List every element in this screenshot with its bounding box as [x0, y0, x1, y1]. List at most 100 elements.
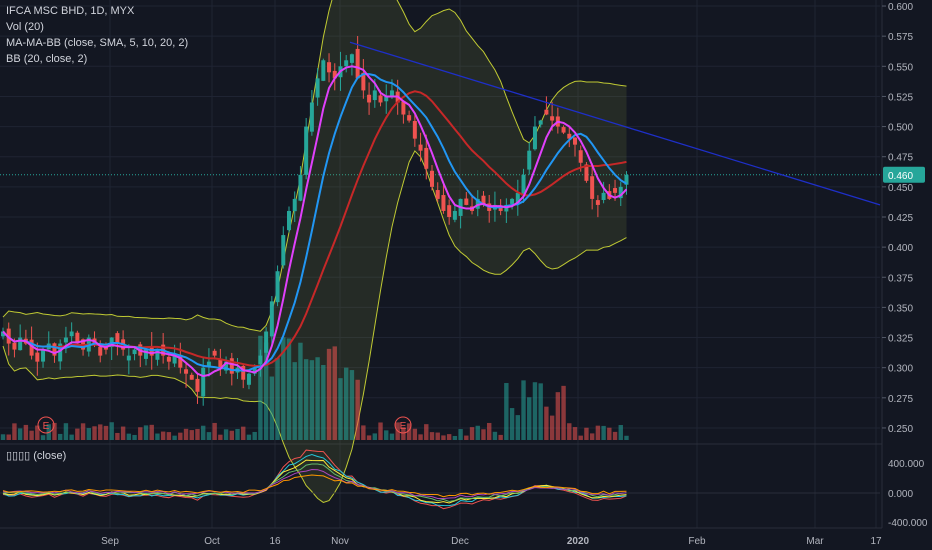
volume-bar	[201, 425, 206, 440]
osc-tick-label: 0.000	[888, 489, 913, 500]
volume-bar	[115, 432, 120, 440]
candle-body	[613, 188, 618, 193]
volume-bar	[418, 434, 423, 440]
candle-body	[521, 174, 526, 196]
volume-bar	[149, 424, 154, 440]
candle-body	[115, 333, 120, 344]
candle-body	[298, 174, 303, 201]
y-tick-label: 0.250	[888, 424, 913, 435]
volume-bar	[624, 435, 629, 440]
volume-bar	[475, 425, 480, 440]
x-tick-label: Nov	[331, 536, 349, 547]
y-tick-label: 0.450	[888, 183, 913, 194]
volume-bar	[29, 430, 34, 440]
indicator-volume[interactable]: Vol (20)	[6, 21, 44, 33]
candle-body	[321, 60, 326, 81]
candle-body	[567, 133, 572, 139]
volume-bar	[344, 367, 349, 440]
volume-bar	[206, 432, 212, 440]
volume-bar	[492, 431, 498, 440]
oscillator-pane	[0, 449, 880, 510]
bollinger-bands	[2, 0, 627, 503]
volume-bar	[303, 359, 309, 440]
candle-body	[527, 150, 532, 170]
candle-body	[435, 190, 440, 199]
candle-body	[287, 210, 291, 231]
volume-bar	[143, 425, 149, 440]
volume-bar	[246, 434, 252, 440]
candle-body	[424, 147, 429, 169]
volume-bar	[52, 422, 57, 440]
candle-body	[18, 337, 23, 351]
indicator-ma-ma-bb[interactable]: MA-MA-BB (close, SMA, 5, 10, 20, 2)	[6, 37, 189, 49]
volume-bar	[40, 435, 46, 440]
volume-bar	[406, 423, 412, 440]
volume-bar	[384, 430, 389, 440]
candle-body	[412, 120, 417, 139]
volume-bar	[544, 406, 549, 440]
candle-body	[206, 361, 211, 366]
candle-body	[447, 205, 452, 217]
candle-body	[166, 356, 171, 362]
volume-bar	[589, 433, 595, 440]
candle-body	[538, 120, 543, 125]
volume-bar	[286, 338, 292, 440]
volume-bar	[538, 383, 543, 440]
volume-bar	[578, 435, 583, 440]
x-tick-label: Feb	[688, 536, 706, 547]
osc-tick-label: -400.000	[888, 518, 928, 529]
volume-bar	[509, 408, 515, 440]
trendline-line	[349, 41, 881, 206]
axes: 0.600 0.575 0.550 0.525 0.500 0.475 0.450 0.425…	[101, 0, 932, 550]
volume-bar	[92, 426, 97, 440]
volume-bar	[612, 431, 618, 440]
osc-line	[2, 459, 627, 504]
y-tick-label: 0.300	[888, 364, 913, 375]
x-tick-label: 16	[269, 536, 281, 547]
candle-body	[69, 331, 74, 337]
candle-body	[184, 369, 189, 374]
x-tick-label: Dec	[451, 536, 469, 547]
chart-legend: IFCA MSC BHD, 1D, MYX Vol (20) MA-MA-BB …	[6, 3, 188, 67]
candle-body	[258, 355, 263, 364]
candle-body	[344, 60, 349, 67]
candle-body	[407, 115, 412, 121]
volume-bar	[464, 435, 469, 440]
volume-bar	[155, 433, 160, 440]
candle-body	[172, 355, 177, 364]
x-tick-label: 17	[870, 536, 882, 547]
volume-bar	[389, 433, 395, 440]
candle-body	[281, 235, 286, 266]
volume-bar	[6, 434, 11, 440]
volume-bar	[298, 342, 303, 440]
candle-body	[35, 352, 40, 362]
earnings-marker	[37, 416, 55, 434]
volume-bar	[595, 425, 601, 440]
volume-bar	[446, 434, 452, 440]
candle-body	[418, 144, 423, 151]
candle-body	[327, 62, 332, 73]
candle-body	[624, 174, 629, 185]
volume-bar	[309, 360, 315, 440]
oscillator-label[interactable]: ▯▯▯▯ (close)	[6, 450, 67, 462]
candle-body	[41, 349, 46, 362]
volume-bar	[126, 433, 132, 440]
candle-body	[63, 337, 68, 343]
candle-body	[264, 331, 269, 353]
candle-body	[618, 186, 623, 199]
symbol-title[interactable]: IFCA MSC BHD, 1D, MYX	[6, 5, 135, 17]
candle-body	[132, 349, 137, 355]
candle-body	[349, 54, 354, 63]
candle-body	[252, 367, 257, 374]
indicator-bb[interactable]: BB (20, close, 2)	[6, 53, 88, 65]
candle-body	[367, 94, 372, 103]
volume-bar	[35, 425, 40, 440]
y-tick-label: 0.600	[888, 2, 913, 13]
volume-bar	[326, 348, 332, 440]
candle-body	[144, 349, 148, 359]
volume-bar	[435, 432, 440, 440]
bb-upper-line	[2, 0, 627, 332]
volume-bar	[195, 428, 200, 440]
volume-bar	[235, 428, 240, 440]
